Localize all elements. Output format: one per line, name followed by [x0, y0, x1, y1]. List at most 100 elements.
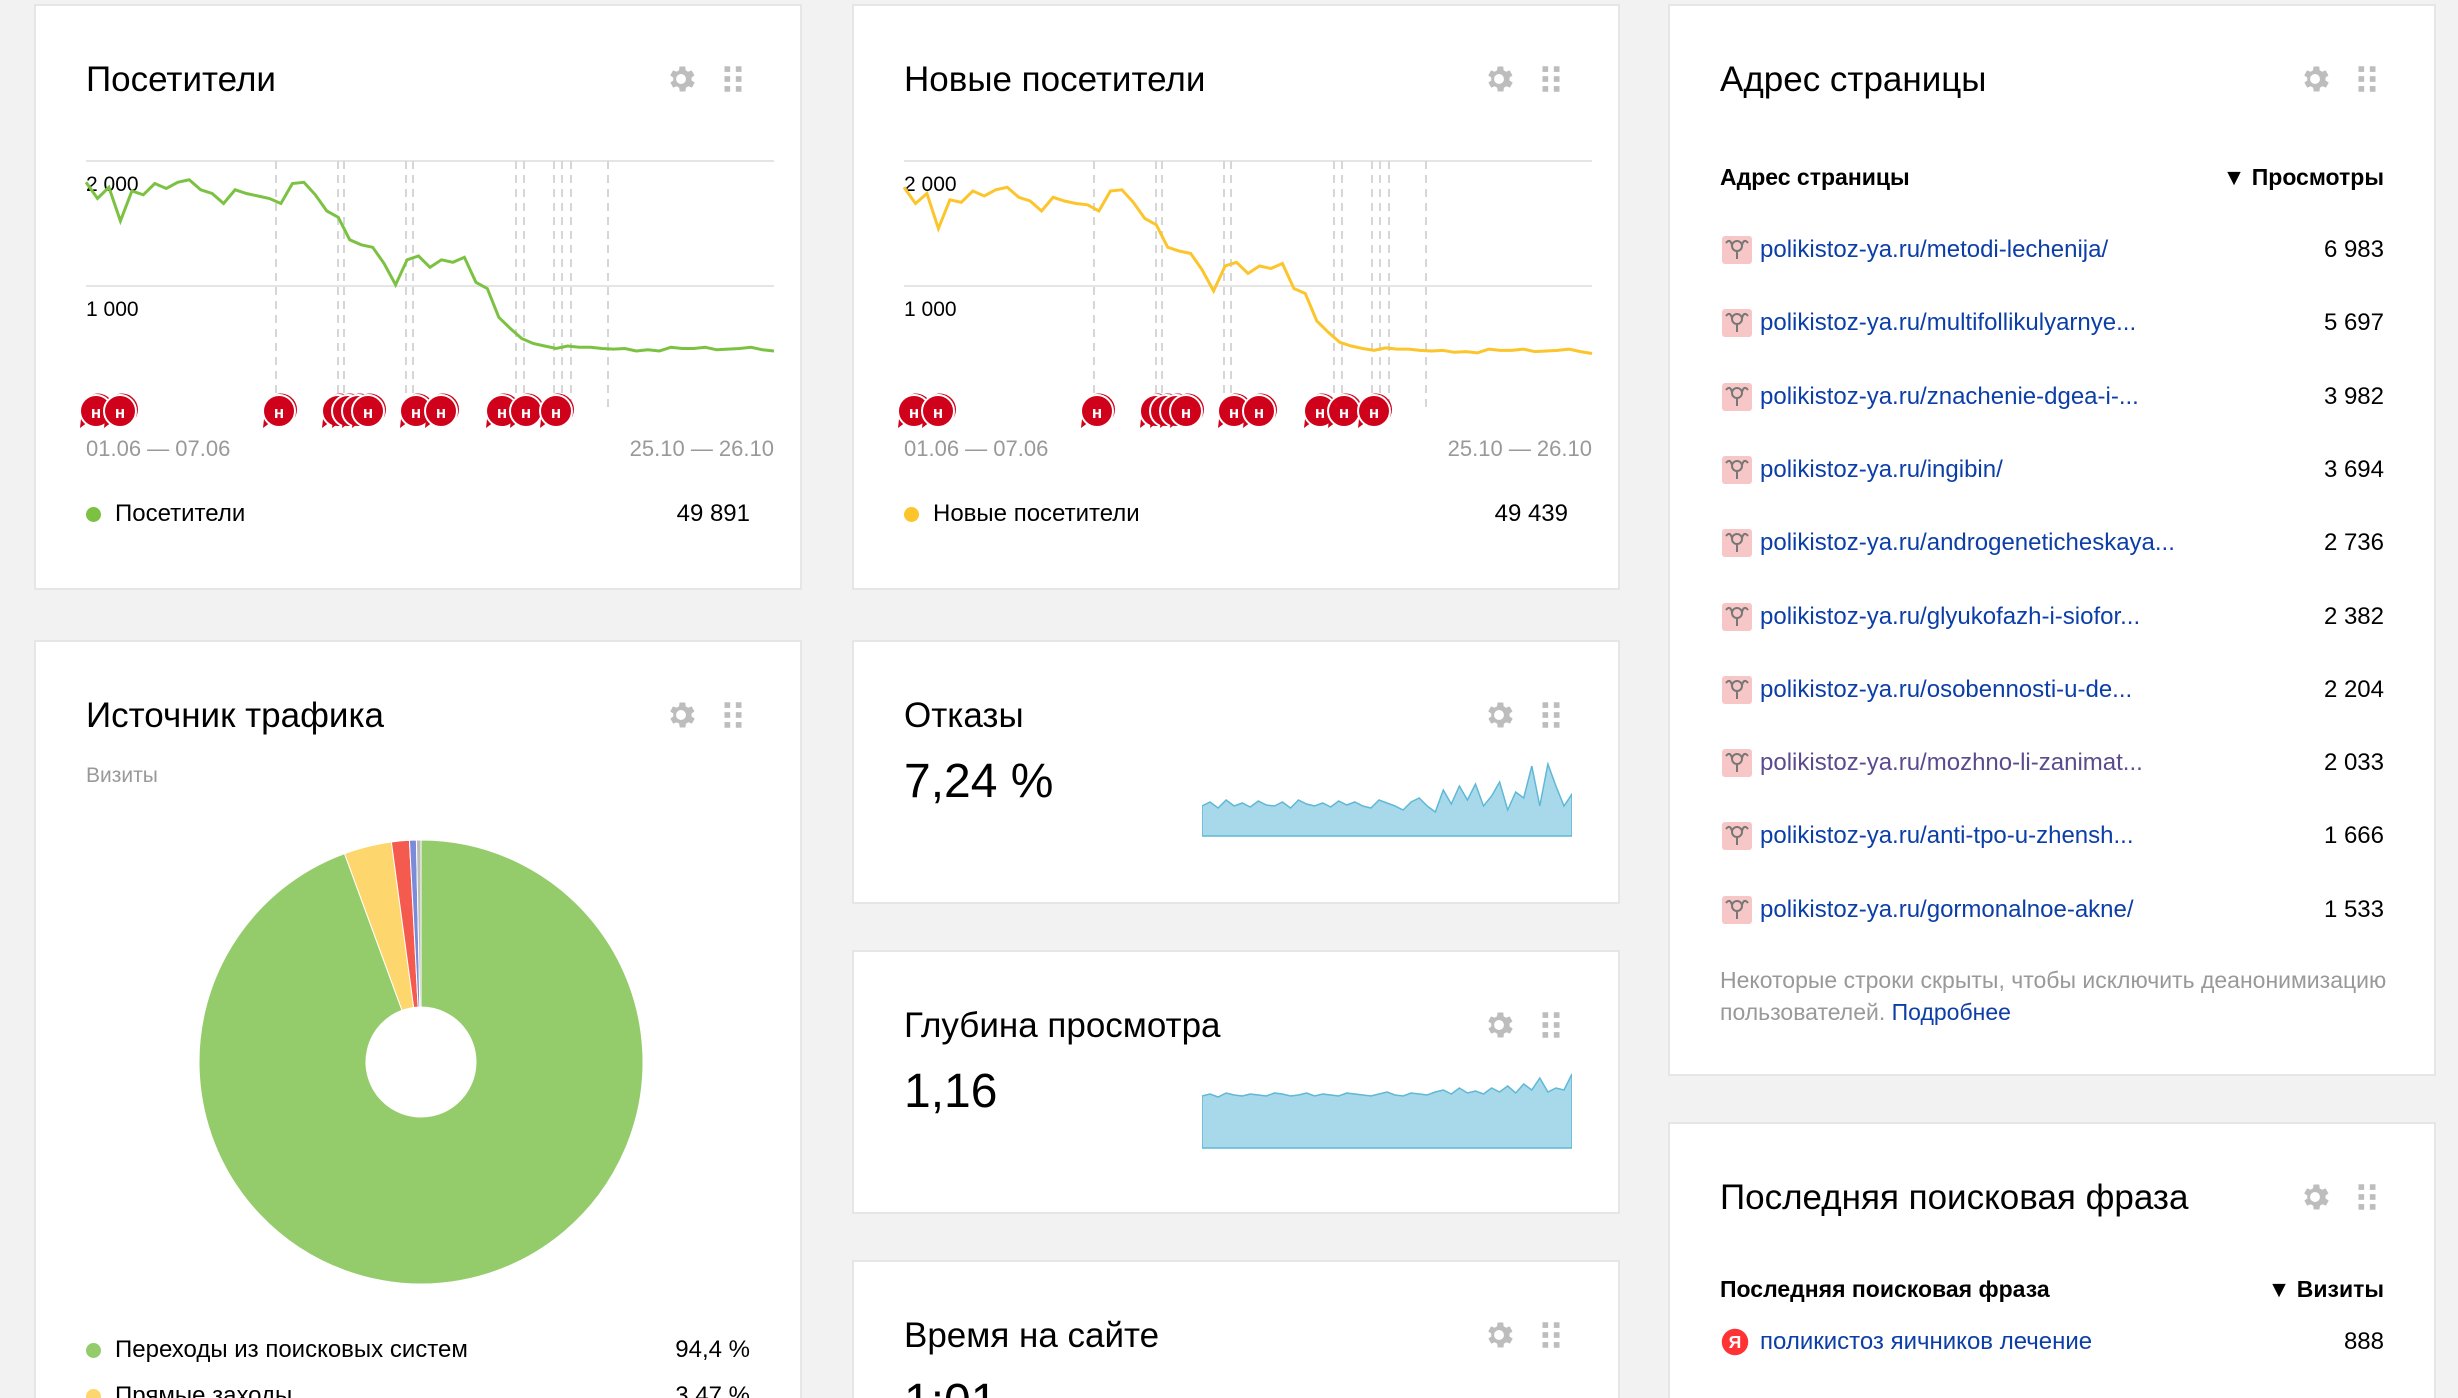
- grip-icon[interactable]: [716, 698, 750, 732]
- annotation-marker-icon[interactable]: н: [921, 393, 956, 428]
- donut-slice[interactable]: [198, 839, 644, 1285]
- grip-icon[interactable]: [2350, 62, 2384, 96]
- page-url-link[interactable]: polikistoz-ya.ru/mozhno-li-zanimat...: [1760, 749, 2143, 777]
- table-row: polikistoz-ya.ru/ingibin/3 694: [1720, 450, 2384, 490]
- views-count: 1 666: [2323, 822, 2384, 850]
- table-row: polikistoz-ya.ru/osobennosti-u-de... 2 20…: [1720, 670, 2384, 710]
- page-url-link[interactable]: polikistoz-ya.ru/ingibin/: [1760, 455, 2003, 483]
- gear-icon[interactable]: [664, 62, 698, 96]
- page-url-link[interactable]: polikistoz-ya.ru/multifollikulyarnye...: [1760, 309, 2137, 337]
- yandex-logo-icon: Я: [1721, 1328, 1749, 1356]
- svg-text:н: н: [497, 403, 507, 422]
- widget-title: Новые посетители: [904, 60, 1206, 99]
- series-line: [84, 178, 775, 353]
- legend-total: 49 891: [676, 500, 750, 527]
- sparkline-area: [1202, 1073, 1572, 1149]
- views-count: 2 033: [2323, 749, 2384, 777]
- grip-icon[interactable]: [2350, 1180, 2384, 1214]
- views-count: 2 736: [2323, 529, 2384, 557]
- grip-icon[interactable]: [1534, 1318, 1568, 1352]
- bounce-rate-widget: Отказы 7,24 %: [852, 640, 1620, 904]
- annotation-marker-icon[interactable]: н: [1169, 393, 1204, 428]
- site-favicon-icon: [1722, 382, 1752, 411]
- svg-text:н: н: [1181, 403, 1191, 422]
- gear-icon[interactable]: [1482, 1008, 1516, 1042]
- grip-icon[interactable]: [1534, 698, 1568, 732]
- page-url-link[interactable]: polikistoz-ya.ru/anti-tpo-u-zhensh...: [1760, 822, 2134, 850]
- page-url-link[interactable]: polikistoz-ya.ru/znachenie-dgea-i-...: [1760, 382, 2139, 410]
- views-count: 2 382: [2323, 602, 2384, 630]
- legend-value: 3,47 %: [675, 1382, 750, 1398]
- page-depth-widget: Глубина просмотра 1,16: [852, 950, 1620, 1214]
- gear-icon[interactable]: [1482, 62, 1516, 96]
- visits-count: 888: [2343, 1328, 2384, 1355]
- column-header-name: Адрес страницы: [1720, 164, 1910, 190]
- annotation-marker-icon[interactable]: н: [1217, 393, 1252, 428]
- widget-subtitle: Визиты: [86, 764, 158, 787]
- page-url-link[interactable]: polikistoz-ya.ru/glyukofazh-i-siofor...: [1760, 602, 2141, 630]
- y-tick-label: 1 000: [86, 298, 139, 321]
- page-url-link[interactable]: polikistoz-ya.ru/metodi-lechenija/: [1760, 236, 2109, 263]
- page-url-link[interactable]: polikistoz-ya.ru/androgeneticheskaya...: [1760, 529, 2175, 557]
- legend-value: 94,4 %: [675, 1336, 750, 1363]
- annotation-marker-icon[interactable]: н: [262, 393, 297, 428]
- x-start-label: 01.06 — 07.06: [86, 436, 230, 461]
- search-phrase-widget: Последняя поисковая фраза Последняя поис…: [1668, 1122, 2436, 1398]
- bounce-sparkline: [1202, 762, 1572, 837]
- depth-sparkline: [1202, 1073, 1572, 1149]
- views-count: 3 982: [2323, 382, 2384, 410]
- column-header-views-sort[interactable]: ▼ Просмотры: [2222, 164, 2384, 190]
- views-count: 6 983: [2323, 236, 2384, 263]
- donut-slice[interactable]: [415, 839, 422, 1008]
- grip-icon[interactable]: [1534, 62, 1568, 96]
- grip-icon[interactable]: [1534, 1008, 1568, 1042]
- legend-item-search[interactable]: Переходы из поисковых систем: [86, 1336, 468, 1364]
- annotation-marker-icon[interactable]: н: [103, 393, 138, 428]
- svg-text:н: н: [1369, 403, 1379, 422]
- legend-item-direct[interactable]: Прямые заходы: [86, 1382, 292, 1398]
- y-tick-label: 1 000: [904, 298, 957, 321]
- gear-icon[interactable]: [1482, 698, 1516, 732]
- annotation-marker-icon[interactable]: н: [1327, 393, 1362, 428]
- widget-tools: [1482, 698, 1568, 732]
- column-header-visits-sort[interactable]: ▼ Визиты: [2267, 1276, 2384, 1302]
- annotation-marker-icon[interactable]: н: [424, 393, 459, 428]
- table-row: Я поликистоз яичников лечение 888: [1720, 1322, 2384, 1362]
- annotation-marker-icon[interactable]: н: [1242, 393, 1277, 428]
- legend-item: Новые посетители: [904, 500, 1140, 528]
- site-favicon-icon: [1722, 309, 1752, 338]
- more-info-link[interactable]: Подробнее: [1891, 999, 2011, 1025]
- table-row: polikistoz-ya.ru/znachenie-dgea-i-... 3 9…: [1720, 377, 2384, 417]
- annotation-marker-icon[interactable]: н: [509, 393, 544, 428]
- column-header-name: Последняя поисковая фраза: [1720, 1276, 2050, 1302]
- site-favicon-icon: [1722, 455, 1752, 484]
- gear-icon[interactable]: [664, 698, 698, 732]
- svg-text:н: н: [521, 403, 531, 422]
- legend-dot: [904, 506, 919, 522]
- views-count: 5 697: [2323, 309, 2384, 337]
- annotation-marker-icon[interactable]: н: [1080, 393, 1115, 428]
- grip-icon[interactable]: [716, 62, 750, 96]
- legend-dot: [86, 1342, 101, 1358]
- search-phrase-link[interactable]: поликистоз яичников лечение: [1760, 1328, 2093, 1355]
- annotation-marker-icon[interactable]: н: [351, 393, 386, 428]
- gear-icon[interactable]: [1482, 1318, 1516, 1352]
- page-address-widget: Адрес страницы Адрес страницы ▼ Просмотр…: [1668, 4, 2436, 1076]
- page-url-link[interactable]: polikistoz-ya.ru/osobennosti-u-de...: [1760, 675, 2133, 703]
- svg-text:н: н: [91, 403, 101, 422]
- widget-tools: [2298, 1180, 2384, 1214]
- legend-dot: [86, 506, 101, 522]
- gear-icon[interactable]: [2298, 1180, 2332, 1214]
- annotation-marker-icon[interactable]: н: [539, 393, 574, 428]
- page-url-link[interactable]: polikistoz-ya.ru/gormonalnoe-akne/: [1760, 895, 2134, 923]
- legend-dot: [86, 1388, 101, 1398]
- annotation-marker-icon[interactable]: н: [897, 393, 932, 428]
- widget-title: Последняя поисковая фраза: [1720, 1178, 2189, 1217]
- gear-icon[interactable]: [2298, 62, 2332, 96]
- widget-tools: [664, 62, 750, 96]
- annotation-marker-icon[interactable]: н: [399, 393, 434, 428]
- legend-label: Посетители: [115, 500, 246, 527]
- annotation-marker-icon[interactable]: н: [1357, 393, 1392, 428]
